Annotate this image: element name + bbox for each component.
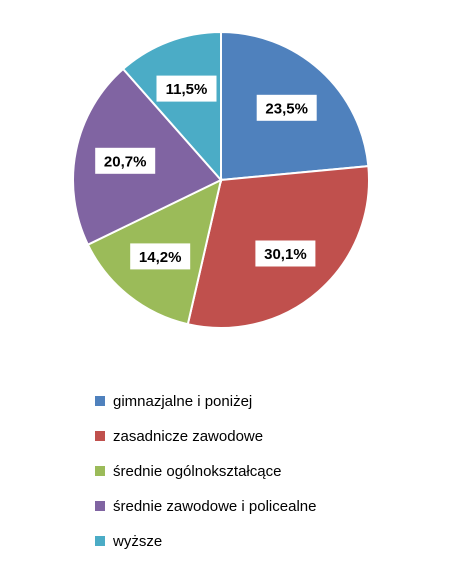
pie-slices <box>72 30 370 329</box>
legend-entry-4: średnie zawodowe i policealne <box>95 498 316 515</box>
data-label-1: 23,5% <box>256 94 317 121</box>
legend-swatch <box>95 466 105 476</box>
legend-entry-2: zasadnicze zawodowe <box>95 428 263 445</box>
data-label-5: 11,5% <box>156 75 217 102</box>
data-label-box <box>156 75 217 102</box>
legend-swatch <box>95 431 105 441</box>
slice-labels: 23,5% 30,1% 14,2% 20,7% 11,5% <box>95 75 317 270</box>
data-label-3: 14,2% <box>130 243 191 270</box>
legend-label: wyższe <box>112 533 162 550</box>
data-label-2: 30,1% <box>255 240 316 267</box>
data-label-box <box>256 94 317 121</box>
legend: gimnazjalne i poniżej zasadnicze zawodowe… <box>95 393 316 550</box>
data-label-text: 11,5% <box>166 81 208 98</box>
legend-swatch <box>95 536 105 546</box>
legend-swatch <box>95 396 105 406</box>
data-label-box <box>95 147 156 174</box>
pie-slice-5 <box>121 30 222 183</box>
legend-label: średnie zawodowe i policealne <box>113 498 316 515</box>
data-label-text: 14,2% <box>139 249 182 266</box>
data-label-text: 20,7% <box>104 153 147 170</box>
legend-label: gimnazjalne i poniżej <box>113 393 252 410</box>
data-label-4: 20,7% <box>95 147 156 174</box>
data-label-box <box>255 240 316 267</box>
data-label-text: 23,5% <box>265 100 308 117</box>
data-label-text: 30,1% <box>264 246 307 263</box>
data-label-box <box>130 243 191 270</box>
legend-entry-5: wyższe <box>95 533 162 550</box>
legend-entry-3: średnie ogólnokształcące <box>95 463 281 480</box>
legend-label: średnie ogólnokształcące <box>113 463 281 480</box>
legend-entry-1: gimnazjalne i poniżej <box>95 393 252 410</box>
legend-swatch <box>95 501 105 511</box>
legend-label: zasadnicze zawodowe <box>113 428 263 445</box>
